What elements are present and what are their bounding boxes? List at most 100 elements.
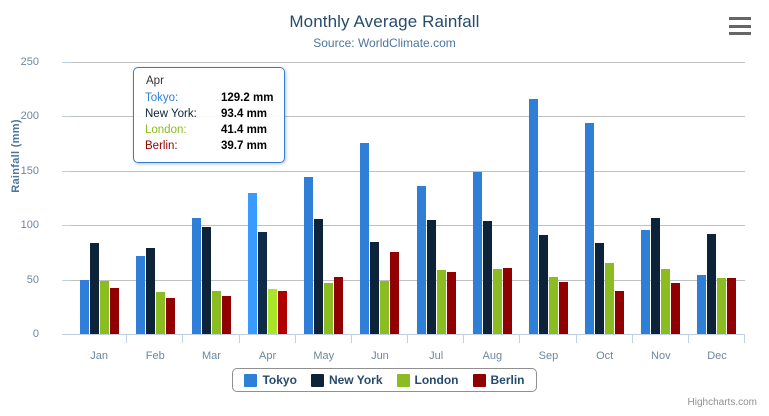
bar-tokyo-may[interactable]	[304, 177, 314, 334]
tooltip-row: New York: 93.4 mm	[145, 106, 273, 122]
tooltip-series-value: 39.7 mm	[221, 140, 268, 152]
bar-tokyo-jul[interactable]	[416, 186, 426, 334]
bar-london-feb[interactable]	[155, 291, 165, 334]
y-tick-mark-100	[62, 225, 71, 227]
category-group-may[interactable]: May	[296, 62, 352, 362]
bar-new-york-sep[interactable]	[538, 234, 548, 334]
bar-tokyo-sep[interactable]	[528, 98, 538, 334]
tooltip-row: Tokyo: 129.2 mm	[145, 90, 273, 106]
legend-label: Tokyo	[262, 373, 297, 387]
bar-berlin-nov[interactable]	[671, 283, 681, 334]
tooltip-series-value: 93.4 mm	[221, 108, 268, 120]
bar-new-york-jan[interactable]	[89, 243, 99, 334]
bar-berlin-may[interactable]	[334, 276, 344, 334]
bar-new-york-oct[interactable]	[595, 243, 605, 334]
bar-tokyo-mar[interactable]	[191, 218, 201, 334]
bar-new-york-jul[interactable]	[426, 219, 436, 334]
x-tick-mark-apr	[294, 334, 296, 343]
bar-new-york-aug[interactable]	[482, 220, 492, 334]
bar-group	[520, 62, 576, 334]
legend-item-new-york[interactable]: New York	[310, 373, 383, 387]
bar-berlin-feb[interactable]	[165, 297, 175, 334]
bar-tokyo-aug[interactable]	[472, 172, 482, 334]
bar-london-dec[interactable]	[717, 278, 727, 334]
legend-item-tokyo[interactable]: Tokyo	[244, 373, 297, 387]
bar-new-york-jun[interactable]	[370, 242, 380, 334]
bar-tokyo-apr[interactable]	[248, 193, 258, 334]
tooltip-series-name: London:	[145, 124, 187, 136]
category-group-dec[interactable]: Dec	[689, 62, 746, 362]
bar-berlin-mar[interactable]	[221, 296, 231, 334]
bar-london-jul[interactable]	[436, 269, 446, 334]
y-tick-label-0: 0	[32, 328, 39, 340]
category-group-aug[interactable]: Aug	[464, 62, 521, 362]
tooltip-row: Berlin: 39.7 mm	[145, 138, 273, 154]
hamburger-menu-icon[interactable]	[729, 17, 751, 35]
category-group-sep[interactable]: Sep	[520, 62, 577, 362]
legend-swatch-icon	[472, 373, 486, 387]
bar-berlin-dec[interactable]	[727, 278, 737, 334]
x-tick-label-may: May	[313, 350, 335, 362]
bar-berlin-apr[interactable]	[278, 290, 288, 334]
legend-item-london[interactable]: London	[396, 373, 459, 387]
category-groups: Jan Feb Mar Apr May Jun Jul Aug Sep Oct Nov Dec	[71, 62, 746, 362]
bar-group	[296, 62, 352, 334]
category-group-jan[interactable]: Jan	[71, 62, 128, 362]
x-tick-label-aug: Aug	[482, 350, 503, 362]
tooltip-series-name: New York:	[145, 108, 197, 120]
bar-london-may[interactable]	[324, 282, 334, 334]
category-group-nov[interactable]: Nov	[633, 62, 689, 362]
bar-london-aug[interactable]	[492, 269, 502, 334]
category-group-oct[interactable]: Oct	[577, 62, 633, 362]
bar-berlin-sep[interactable]	[558, 282, 568, 334]
tooltip: Apr Tokyo: 129.2 mm New York: 93.4 mm London…	[133, 67, 286, 163]
x-tick-label-jul: Jul	[429, 350, 444, 362]
bar-tokyo-oct[interactable]	[585, 122, 595, 334]
category-group-jul[interactable]: Jul	[408, 62, 465, 362]
menu-bar-2	[729, 24, 751, 28]
credits-link[interactable]: Highcharts.com	[687, 397, 757, 408]
bar-berlin-aug[interactable]	[502, 268, 512, 334]
bar-tokyo-dec[interactable]	[697, 274, 707, 334]
bar-group	[689, 62, 745, 334]
bar-london-apr[interactable]	[268, 288, 278, 334]
category-group-apr[interactable]: Apr	[240, 62, 296, 362]
bar-tokyo-nov[interactable]	[641, 230, 651, 334]
x-tick-label-dec: Dec	[707, 350, 727, 362]
bar-group	[240, 62, 296, 334]
y-tick-label-100: 100	[20, 219, 39, 232]
bar-london-sep[interactable]	[548, 277, 558, 334]
tooltip-series-value: 41.4 mm	[221, 124, 268, 136]
bar-london-jun[interactable]	[380, 281, 390, 334]
bar-berlin-jul[interactable]	[446, 271, 456, 334]
category-group-feb[interactable]: Feb	[127, 62, 184, 362]
bar-tokyo-jan[interactable]	[79, 279, 89, 334]
x-tick-label-nov: Nov	[651, 350, 671, 362]
category-group-jun[interactable]: Jun	[352, 62, 409, 362]
y-tick-mark-200	[62, 116, 71, 118]
bar-berlin-jun[interactable]	[390, 251, 400, 334]
bar-new-york-nov[interactable]	[651, 218, 661, 334]
category-group-mar[interactable]: Mar	[183, 62, 240, 362]
bar-berlin-oct[interactable]	[615, 291, 625, 334]
legend-item-berlin[interactable]: Berlin	[472, 373, 525, 387]
x-tick-mark-dec	[744, 334, 746, 343]
bar-new-york-may[interactable]	[314, 218, 324, 334]
bar-new-york-feb[interactable]	[145, 248, 155, 334]
bar-berlin-jan[interactable]	[109, 287, 119, 334]
bar-tokyo-feb[interactable]	[135, 256, 145, 334]
bar-london-jan[interactable]	[99, 280, 109, 334]
tooltip-series-name: Berlin:	[145, 140, 178, 152]
bar-new-york-apr[interactable]	[258, 232, 268, 334]
bar-new-york-mar[interactable]	[201, 226, 211, 334]
x-tick-mark-nov	[687, 334, 689, 343]
bar-london-oct[interactable]	[605, 263, 615, 334]
legend-label: Berlin	[490, 373, 525, 387]
y-tick-label-150: 150	[20, 164, 39, 177]
bar-london-mar[interactable]	[211, 291, 221, 334]
bar-new-york-dec[interactable]	[707, 233, 717, 334]
gridline-100	[71, 225, 745, 227]
bar-tokyo-jun[interactable]	[360, 142, 370, 334]
bar-london-nov[interactable]	[661, 269, 671, 334]
gridline-150	[71, 170, 745, 172]
